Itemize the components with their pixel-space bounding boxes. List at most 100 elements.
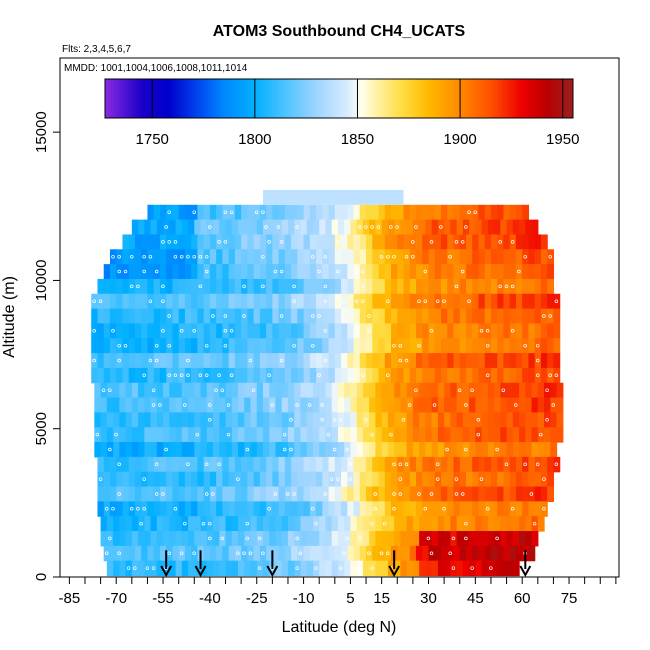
heatmap-cell xyxy=(547,264,555,280)
colorbar-segment xyxy=(384,79,387,118)
heatmap-cell xyxy=(222,323,230,339)
heatmap-cell xyxy=(147,278,155,295)
heatmap-cell xyxy=(203,204,211,221)
heatmap-cell xyxy=(291,367,298,384)
heatmap-cell xyxy=(247,308,255,325)
heatmap-cell xyxy=(503,204,511,221)
heatmap-cell xyxy=(272,204,280,221)
heatmap-cell xyxy=(141,308,149,325)
x-axis: -85 -70 -55 -40 -25 -10 5 15 30 45 60 75 xyxy=(59,577,617,607)
heatmap-cell xyxy=(369,219,377,236)
colorbar-segment xyxy=(121,79,124,118)
sample-point xyxy=(183,521,187,526)
heatmap-cell xyxy=(440,278,448,295)
sample-point xyxy=(398,343,403,348)
colorbar-segment xyxy=(439,79,443,118)
heatmap-cell xyxy=(287,516,295,532)
sample-point xyxy=(426,536,431,541)
colorbar-segment xyxy=(517,79,521,118)
heatmap-cell xyxy=(91,308,99,325)
heatmap-top-band xyxy=(262,189,404,205)
colorbar-segment xyxy=(375,79,379,118)
heatmap-cell xyxy=(544,382,551,399)
heatmap-cell xyxy=(403,456,411,473)
heatmap-cell xyxy=(241,308,248,325)
heatmap-cell xyxy=(440,308,448,325)
heatmap-cell xyxy=(322,471,330,488)
heatmap-cell xyxy=(216,293,223,310)
heatmap-cell xyxy=(459,471,467,488)
colorbar-segment xyxy=(123,79,127,118)
heatmap-cell xyxy=(515,308,523,325)
heatmap-cell xyxy=(294,397,302,413)
heatmap-cell xyxy=(141,353,149,369)
heatmap-cell xyxy=(272,293,280,310)
heatmap-cell xyxy=(147,264,155,280)
heatmap-cell xyxy=(119,412,127,428)
heatmap-cell xyxy=(456,412,464,428)
heatmap-cell xyxy=(378,264,386,280)
heatmap-cell xyxy=(459,338,467,354)
heatmap-cell xyxy=(478,204,486,221)
heatmap-cell xyxy=(225,412,233,428)
colorbar-segment xyxy=(423,79,426,118)
sample-point xyxy=(204,373,209,378)
heatmap-cell xyxy=(453,501,461,517)
heatmap-cell xyxy=(244,560,252,577)
heatmap-cell xyxy=(378,486,386,502)
heatmap-cell xyxy=(191,353,199,369)
heatmap-cell xyxy=(209,471,217,488)
colorbar-tick-label: 1950 xyxy=(546,131,579,148)
heatmap-cell xyxy=(406,382,414,399)
heatmap-cell xyxy=(341,367,348,384)
heatmap-cell xyxy=(113,382,120,399)
sample-point xyxy=(435,477,440,481)
heatmap-cell xyxy=(281,427,289,443)
heatmap-cell xyxy=(147,353,155,369)
sample-point xyxy=(186,462,190,467)
sample-point xyxy=(282,447,287,452)
heatmap-cell xyxy=(409,278,417,295)
heatmap-cell xyxy=(534,367,542,384)
heatmap-cell xyxy=(188,516,195,532)
heatmap-cell xyxy=(528,501,536,517)
heatmap-cell xyxy=(94,427,102,443)
heatmap-cell xyxy=(278,367,286,384)
heatmap-cell xyxy=(194,219,202,236)
sample-point xyxy=(382,521,387,526)
heatmap-cell xyxy=(325,531,333,547)
heatmap-cell xyxy=(419,382,426,399)
sample-point xyxy=(154,462,159,467)
heatmap-cell xyxy=(540,501,548,517)
sample-point xyxy=(292,299,296,303)
heatmap-cell xyxy=(534,471,542,488)
heatmap-cell xyxy=(512,219,520,236)
colorbar-segment xyxy=(234,79,237,118)
sample-point xyxy=(214,388,218,392)
heatmap-cell xyxy=(362,412,370,428)
heatmap-cell xyxy=(394,397,401,413)
colorbar-segment xyxy=(558,79,562,118)
colorbar-segment xyxy=(193,79,196,118)
heatmap-cell xyxy=(200,516,208,532)
heatmap-cell xyxy=(344,427,352,443)
heatmap-cell xyxy=(188,219,195,236)
heatmap-cell xyxy=(222,367,230,384)
heatmap-cell xyxy=(197,204,205,221)
heatmap-cell xyxy=(94,442,102,458)
sample-point xyxy=(167,551,171,556)
heatmap-cell xyxy=(138,560,145,577)
sample-point xyxy=(117,462,121,467)
colorbar-segment xyxy=(265,79,268,118)
heatmap-cell xyxy=(141,278,149,295)
heatmap-cell xyxy=(344,560,352,577)
heatmap-cell xyxy=(534,249,542,265)
heatmap-cell xyxy=(153,234,161,250)
heatmap-cell xyxy=(328,353,336,369)
sample-point xyxy=(548,254,552,259)
colorbar-frame xyxy=(104,78,574,119)
colorbar-segment xyxy=(484,79,488,118)
sample-point xyxy=(451,566,456,570)
sample-point xyxy=(208,536,212,541)
heatmap-cell xyxy=(372,338,380,354)
